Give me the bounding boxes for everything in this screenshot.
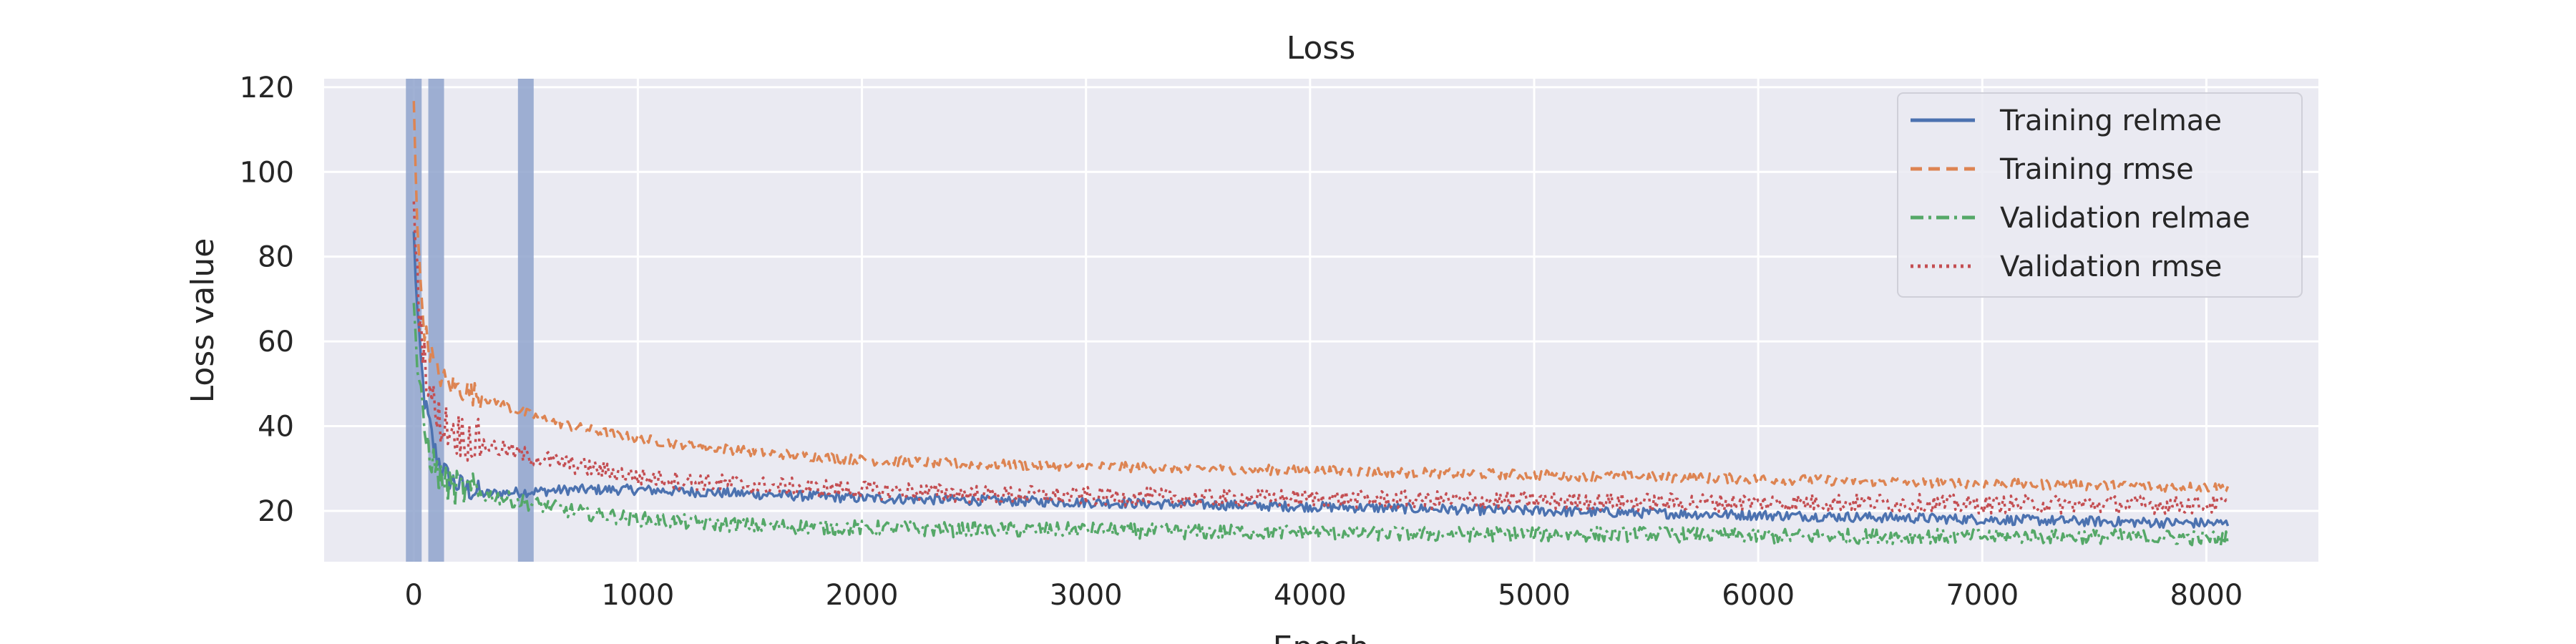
x-tick-labels: 0 1000 2000 3000 4000 5000 6000 7000 8000 (405, 579, 2243, 612)
vertical-marker-band (428, 79, 444, 562)
legend-label: Training relmae (1999, 104, 2222, 137)
x-axis-label: Epoch (1273, 630, 1370, 644)
x-tick-label: 6000 (1722, 579, 1795, 612)
y-tick-label: 60 (258, 326, 294, 358)
y-tick-label: 80 (258, 241, 294, 274)
legend-box (1897, 92, 2303, 298)
series-lines (412, 101, 2230, 547)
y-tick-label: 40 (258, 411, 294, 444)
y-axis-label: Loss value (185, 238, 221, 404)
vertical-marker-band (517, 79, 534, 562)
x-tick-label: 5000 (1498, 579, 1571, 612)
y-tick-label: 120 (240, 72, 294, 104)
series-line (412, 231, 2230, 530)
legend-label: Validation relmae (2000, 202, 2250, 235)
x-tick-label: 3000 (1050, 579, 1123, 612)
series-line (412, 201, 2229, 515)
x-tick-label: 7000 (1946, 579, 2019, 612)
chart-title: Loss (1287, 30, 1356, 67)
series-line (412, 101, 2230, 494)
y-tick-label: 20 (258, 495, 294, 528)
y-tick-label: 100 (240, 156, 294, 189)
legend-label: Training rmse (1999, 153, 2194, 186)
x-tick-label: 8000 (2170, 579, 2243, 612)
legend: Training relmae Training rmse Validation r… (1897, 92, 2303, 298)
x-tick-label: 4000 (1274, 579, 1347, 612)
y-tick-labels: 20 40 60 80 100 120 (240, 72, 294, 528)
legend-label: Validation rmse (2000, 250, 2222, 283)
x-tick-label: 0 (405, 579, 423, 612)
x-tick-label: 2000 (826, 579, 899, 612)
x-tick-label: 1000 (602, 579, 675, 612)
